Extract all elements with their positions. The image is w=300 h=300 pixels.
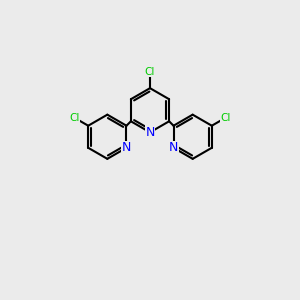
Text: N: N — [145, 126, 155, 139]
Text: N: N — [122, 141, 131, 154]
Text: Cl: Cl — [220, 112, 231, 123]
Text: Cl: Cl — [69, 112, 80, 123]
Text: N: N — [169, 141, 178, 154]
Text: Cl: Cl — [145, 67, 155, 77]
